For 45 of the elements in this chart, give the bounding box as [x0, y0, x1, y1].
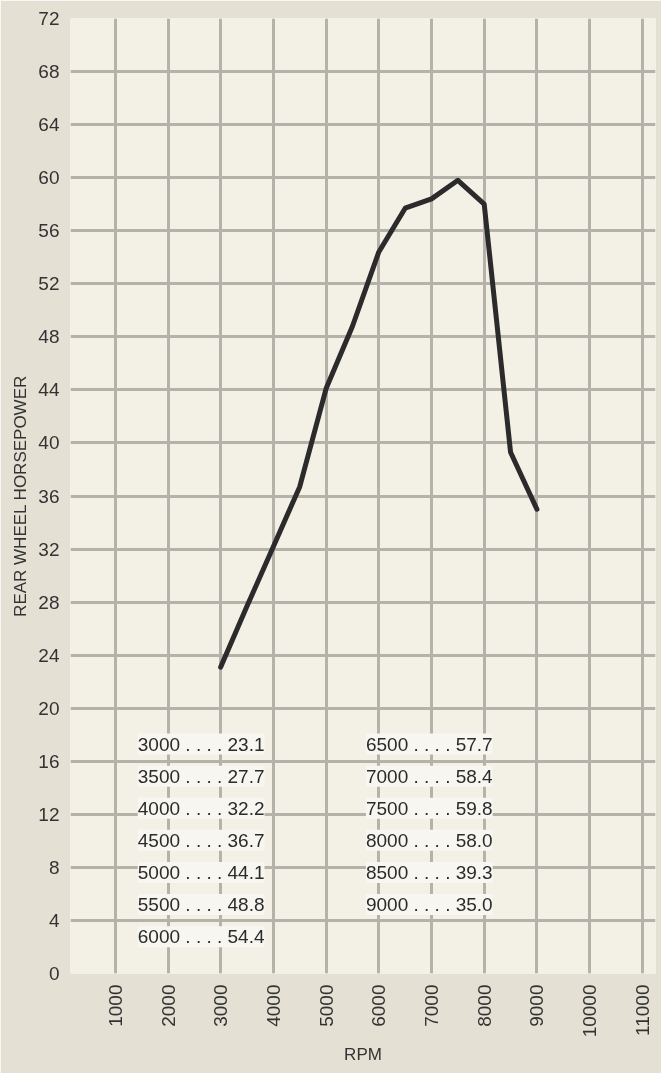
- y-tick-label: 72: [38, 8, 60, 29]
- annotation: 8000 . . . . 58.0: [365, 829, 493, 851]
- annotation: 6000 . . . . 54.4: [137, 926, 265, 948]
- annotation: 9000 . . . . 35.0: [365, 894, 493, 916]
- annotation: 5500 . . . . 48.8: [137, 894, 265, 916]
- x-tick-label: 1000: [104, 984, 126, 1027]
- y-tick-label: 68: [38, 61, 60, 83]
- annotation: 8500 . . . . 39.3: [365, 861, 493, 883]
- y-tick-label: 8: [48, 856, 60, 878]
- y-tick-label: 0: [48, 963, 60, 984]
- x-tick-label: 8000: [473, 984, 495, 1027]
- y-tick-label: 48: [38, 326, 60, 348]
- x-tick-label: 2000: [157, 984, 179, 1027]
- y-tick-label: 36: [38, 485, 60, 507]
- x-tick-label: 3000: [210, 984, 232, 1027]
- y-tick-label: 32: [38, 538, 60, 560]
- annotation: 7000 . . . . 58.4: [365, 765, 494, 787]
- y-tick-label: 28: [38, 591, 60, 613]
- y-tick-label: 40: [38, 432, 60, 454]
- y-tick-label: 52: [38, 273, 60, 295]
- x-tick-label: 7000: [421, 984, 443, 1027]
- y-tick-label: 4: [48, 909, 60, 931]
- y-tick-label: 60: [38, 167, 60, 189]
- annotation: 4500 . . . . 36.7: [137, 829, 265, 851]
- annotation: 6500 . . . . 57.7: [365, 733, 493, 755]
- x-tick-label: 9000: [526, 984, 548, 1027]
- x-tick-label: 4000: [262, 984, 284, 1027]
- y-tick-label: 64: [38, 114, 60, 136]
- x-axis-title: RPM: [344, 1045, 382, 1065]
- annotation: 7500 . . . . 59.8: [365, 797, 493, 819]
- annotation: 3500 . . . . 27.7: [137, 765, 265, 787]
- x-tick-label: 6000: [368, 984, 390, 1027]
- x-tick-label: 10000: [579, 984, 601, 1038]
- annotation: 5000 . . . . 44.1: [137, 861, 265, 883]
- x-tick-label: 11000: [631, 984, 653, 1036]
- y-tick-label: 20: [38, 697, 60, 719]
- y-axis-title: REAR WHEEL HORSEPOWER: [11, 375, 31, 617]
- y-tick-label: 56: [38, 220, 60, 242]
- y-tick-label: 12: [38, 803, 60, 825]
- annotation: 3000 . . . . 23.1: [137, 733, 265, 755]
- x-tick-label: 5000: [315, 984, 337, 1027]
- y-tick-label: 44: [38, 379, 60, 401]
- y-tick-label: 16: [38, 750, 60, 772]
- y-tick-label: 24: [38, 644, 60, 666]
- annotation: 4000 . . . . 32.2: [137, 797, 265, 819]
